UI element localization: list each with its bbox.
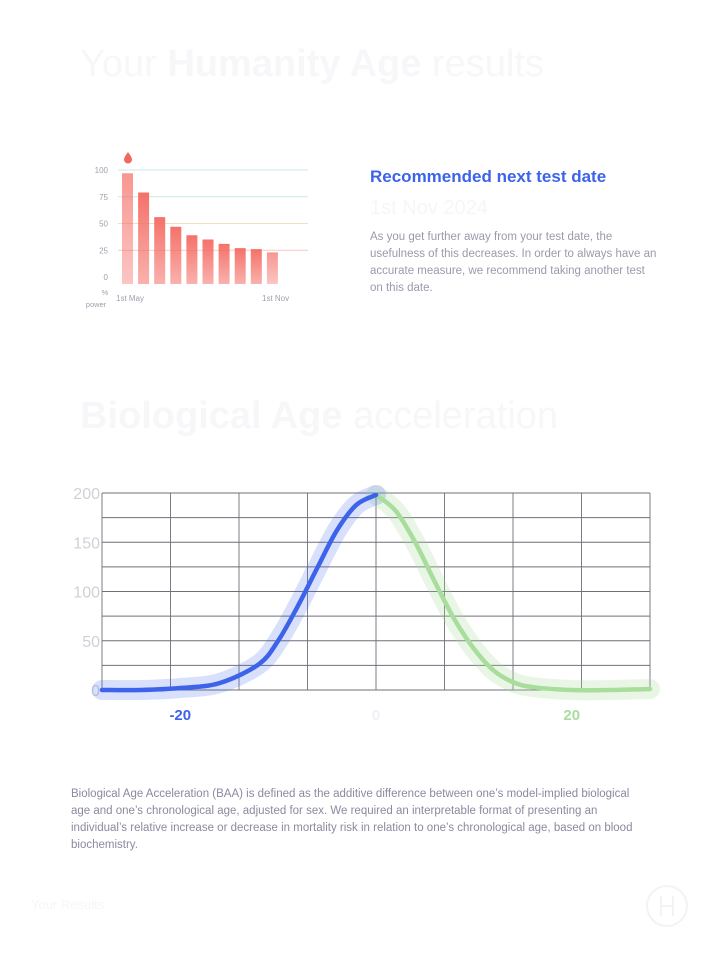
x-tick-label: -20 — [169, 707, 191, 724]
results-heading: Your Humanity Age results — [80, 43, 544, 85]
y-tick-label: 25 — [99, 246, 108, 255]
y-tick-label: 100 — [95, 166, 109, 175]
baa-heading: Biological Age acceleration — [80, 395, 558, 437]
drop-icon — [124, 152, 132, 164]
brand-logo-icon — [645, 884, 689, 928]
y-tick-label: 100 — [73, 585, 100, 602]
series-line — [373, 492, 653, 693]
test-power-chart-svg: 100 75 50 25 0% power 1st May 1st Nov — [86, 152, 308, 309]
bar — [138, 192, 150, 284]
x-tick-label: 0 — [372, 707, 380, 724]
x-tick-label: 20 — [563, 707, 580, 724]
bar — [266, 252, 278, 284]
footer-label: Your Results — [31, 897, 105, 912]
recommendation-block: Recommended next test date 1st Nov 2024 … — [370, 166, 660, 297]
baa-description: Biological Age Acceleration (BAA) is def… — [71, 788, 633, 851]
y-tick-label: 150 — [73, 535, 100, 552]
bar — [154, 217, 166, 284]
bar — [250, 249, 262, 284]
baa-chart-svg: 200 150 100 50 0 -20 0 20 — [73, 484, 660, 724]
recommended-date: 1st Nov 2024 — [370, 197, 488, 219]
y-tick-label: 50 — [82, 634, 100, 651]
y-axis-label: % — [102, 288, 109, 297]
x-tick-label: 1st Nov — [262, 294, 289, 303]
test-power-chart: 100 75 50 25 0% power 1st May 1st Nov — [80, 150, 320, 315]
bar — [218, 243, 230, 284]
grid — [101, 492, 651, 691]
bar — [122, 173, 133, 284]
y-axis-label: power — [86, 300, 107, 309]
y-tick-label: 0 — [91, 683, 100, 700]
bar — [234, 248, 246, 284]
y-tick-label: 50 — [99, 220, 108, 229]
baa-chart: 200 150 100 50 0 -20 0 20 — [60, 478, 660, 728]
recommendation-text: As you get further away from your test d… — [370, 231, 657, 294]
y-tick-label: 75 — [99, 193, 108, 202]
recommendation-title: Recommended next test date — [370, 167, 607, 186]
bar — [170, 226, 182, 284]
series-line — [99, 492, 379, 693]
y-tick-label: 200 — [73, 486, 100, 503]
x-tick-label: 1st May — [116, 294, 144, 303]
bar — [202, 239, 214, 284]
bar — [186, 235, 198, 284]
y-tick-label: 0 — [104, 273, 109, 282]
